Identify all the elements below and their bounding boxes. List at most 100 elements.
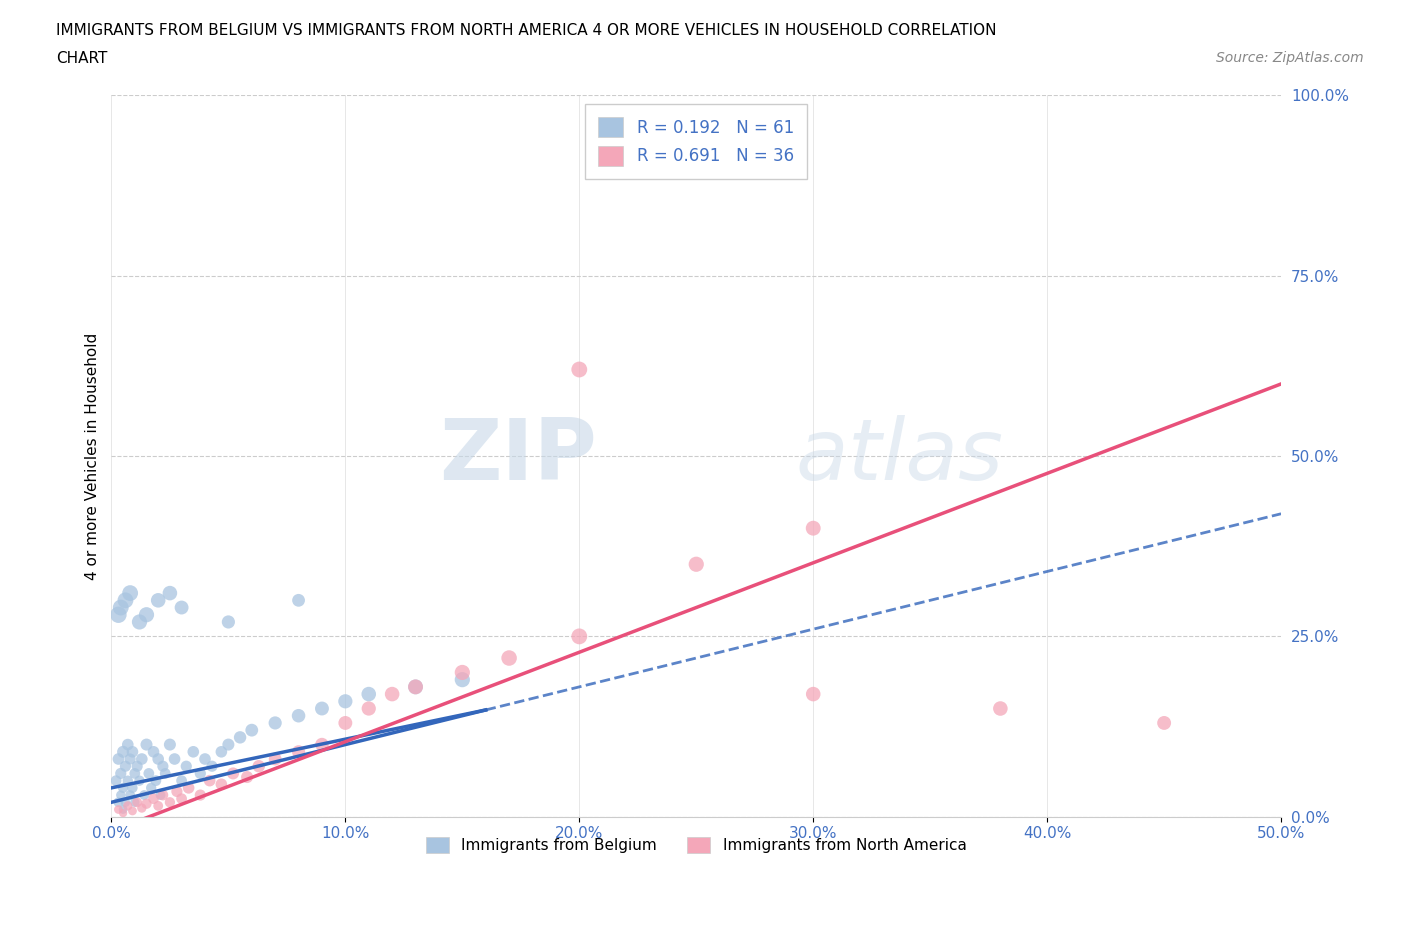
Point	[801, 686, 824, 701]
Point	[451, 672, 474, 687]
Point	[287, 744, 309, 759]
Point	[120, 788, 142, 803]
Point	[155, 766, 177, 781]
Point	[405, 680, 427, 695]
Y-axis label: 4 or more Vehicles in Household: 4 or more Vehicles in Household	[86, 332, 100, 579]
Point	[120, 586, 142, 601]
Point	[117, 799, 139, 814]
Point	[335, 694, 357, 709]
Point	[121, 780, 143, 795]
Point	[105, 773, 128, 788]
Point	[236, 770, 259, 785]
Point	[138, 766, 160, 781]
Point	[134, 788, 156, 803]
Point	[287, 593, 309, 608]
Point	[128, 615, 150, 630]
Point	[209, 744, 232, 759]
Point	[201, 759, 224, 774]
Point	[148, 751, 170, 766]
Point	[110, 766, 132, 781]
Point	[149, 788, 172, 803]
Point	[335, 715, 357, 730]
Point	[451, 665, 474, 680]
Point	[124, 766, 146, 781]
Point	[163, 751, 186, 766]
Point	[240, 723, 263, 737]
Point	[217, 737, 239, 752]
Point	[107, 795, 129, 810]
Point	[121, 744, 143, 759]
Point	[568, 362, 591, 377]
Point	[120, 751, 142, 766]
Text: IMMIGRANTS FROM BELGIUM VS IMMIGRANTS FROM NORTH AMERICA 4 OR MORE VEHICLES IN H: IMMIGRANTS FROM BELGIUM VS IMMIGRANTS FR…	[56, 23, 997, 38]
Point	[135, 737, 157, 752]
Point	[311, 701, 333, 716]
Point	[135, 796, 157, 811]
Point	[188, 766, 211, 781]
Point	[381, 686, 404, 701]
Point	[264, 715, 287, 730]
Point	[148, 799, 170, 814]
Point	[107, 607, 129, 622]
Point	[287, 709, 309, 724]
Point	[159, 586, 181, 601]
Point	[117, 737, 139, 752]
Text: CHART: CHART	[56, 51, 108, 66]
Point	[112, 805, 135, 820]
Point	[264, 751, 287, 766]
Text: Source: ZipAtlas.com: Source: ZipAtlas.com	[1216, 51, 1364, 65]
Point	[685, 557, 707, 572]
Point	[124, 795, 146, 810]
Point	[142, 791, 165, 806]
Point	[217, 615, 239, 630]
Point	[181, 744, 204, 759]
Point	[405, 680, 427, 695]
Point	[114, 795, 136, 810]
Point	[131, 801, 153, 816]
Point	[128, 773, 150, 788]
Point	[229, 730, 252, 745]
Point	[145, 773, 167, 788]
Point	[114, 759, 136, 774]
Point	[107, 751, 129, 766]
Point	[110, 600, 132, 615]
Point	[198, 773, 221, 788]
Legend: Immigrants from Belgium, Immigrants from North America: Immigrants from Belgium, Immigrants from…	[420, 831, 973, 859]
Point	[801, 521, 824, 536]
Point	[170, 791, 193, 806]
Point	[112, 802, 135, 817]
Point	[159, 795, 181, 810]
Point	[357, 686, 380, 701]
Point	[170, 600, 193, 615]
Text: ZIP: ZIP	[439, 415, 596, 498]
Point	[174, 759, 197, 774]
Point	[177, 780, 200, 795]
Point	[127, 759, 149, 774]
Point	[188, 788, 211, 803]
Point	[247, 759, 270, 774]
Point	[127, 795, 149, 810]
Point	[159, 737, 181, 752]
Point	[107, 802, 129, 817]
Point	[1153, 715, 1175, 730]
Point	[112, 744, 135, 759]
Point	[166, 784, 188, 799]
Point	[114, 593, 136, 608]
Point	[135, 607, 157, 622]
Point	[112, 780, 135, 795]
Point	[498, 651, 520, 666]
Text: atlas: atlas	[796, 415, 1004, 498]
Point	[142, 744, 165, 759]
Point	[170, 773, 193, 788]
Point	[222, 766, 245, 781]
Point	[110, 788, 132, 803]
Point	[131, 751, 153, 766]
Point	[148, 593, 170, 608]
Point	[141, 780, 163, 795]
Point	[152, 759, 174, 774]
Point	[117, 773, 139, 788]
Point	[311, 737, 333, 752]
Point	[357, 701, 380, 716]
Point	[194, 751, 217, 766]
Point	[209, 777, 232, 791]
